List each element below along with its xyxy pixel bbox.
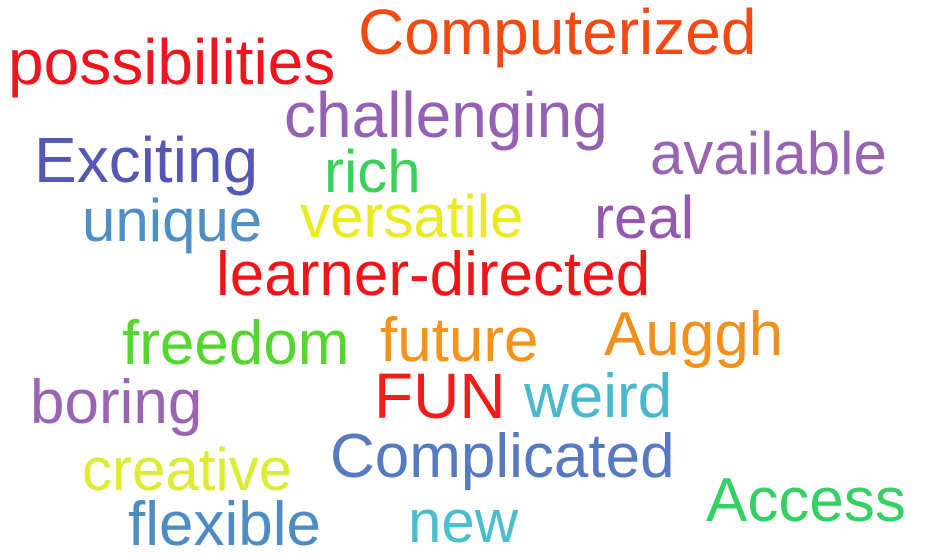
word-fun: FUN [374,360,506,432]
word-creative: creative [82,436,293,503]
word-exciting: Exciting [34,124,259,196]
word-auggh: Auggh [604,300,784,369]
word-possibilities: possibilities [8,26,336,98]
word-access: Access [706,466,906,535]
word-complicated: Complicated [330,422,675,491]
word-future: future [380,306,539,375]
word-computerized: Computerized [358,0,757,68]
word-new: new [408,488,519,555]
word-freedom: freedom [122,309,350,378]
word-weird: weird [524,362,673,431]
word-boring: boring [30,368,203,437]
word-unique: unique [82,187,263,254]
word-real: real [594,184,695,251]
word-challenging: challenging [284,79,608,151]
word-rich: rich [324,138,421,205]
word-versatile: versatile [300,183,524,250]
word-flexible: flexible [128,490,321,559]
word-available: available [650,120,887,187]
word-learner-directed: learner-directed [216,240,651,309]
